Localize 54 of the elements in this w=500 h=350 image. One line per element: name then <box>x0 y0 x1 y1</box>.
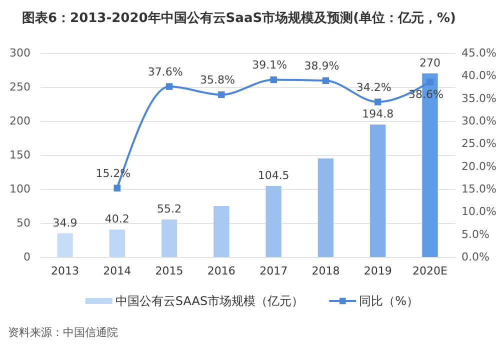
bar <box>161 219 178 257</box>
y2-tick-label: 15.0% <box>462 182 496 196</box>
data-label: 38.9% <box>304 60 340 73</box>
x-tick-label: 2015 <box>155 264 184 278</box>
y-tick-label: 200 <box>10 114 30 128</box>
x-tick-label: 2014 <box>103 264 132 278</box>
data-label: 38.6% <box>408 88 444 102</box>
legend-label: 中国公有云SAAS市场规模（亿元） <box>115 294 304 308</box>
bar <box>370 124 386 257</box>
y-tick-label: 100 <box>10 182 30 196</box>
chart-title: 图表6：2013-2020年中国公有云SaaS市场规模及预测(单位：亿元，%) <box>22 10 456 26</box>
y2-tick-label: 20.0% <box>462 160 496 173</box>
x-tick-label: 2016 <box>207 264 236 278</box>
point <box>374 98 382 106</box>
legend-label: 同比（%） <box>359 294 419 308</box>
bar <box>318 158 334 257</box>
y2-tick-label: 45.0% <box>462 46 496 60</box>
point <box>114 184 121 192</box>
data-label: 37.6% <box>148 66 183 79</box>
data-label: 104.5 <box>258 168 290 182</box>
x-tick-label: 2020E <box>412 264 448 278</box>
y-tick-label: 150 <box>10 148 30 162</box>
point <box>322 77 330 84</box>
text: 资料来源：中国信通院 <box>8 326 118 339</box>
y2-tick-label: 5.0% <box>462 228 490 241</box>
y2-tick-label: 30.0% <box>462 114 496 128</box>
data-label: 270 <box>419 56 440 70</box>
y2-tick-label: 10.0% <box>462 205 496 218</box>
y-tick-label: 300 <box>10 46 30 60</box>
data-label: 194.8 <box>362 108 394 121</box>
x-tick-label: 2019 <box>364 264 392 278</box>
y-tick-label: 0 <box>24 250 30 264</box>
y-tick-label: 50 <box>16 216 30 230</box>
y2-tick-label: 40.0% <box>462 69 496 82</box>
bar <box>109 230 125 257</box>
x-tick-label: 2018 <box>312 264 340 278</box>
point <box>166 83 173 90</box>
x-tick-label: 2013 <box>51 264 80 278</box>
bar <box>57 233 73 257</box>
data-label: 35.8% <box>200 74 235 87</box>
point <box>218 91 225 98</box>
data-label: 55.2 <box>157 202 182 216</box>
data-label: 39.1% <box>252 58 288 72</box>
bar <box>266 186 282 257</box>
data-label: 40.2 <box>104 212 130 226</box>
x-tick-label: 2017 <box>260 264 288 278</box>
data-label: 34.9 <box>52 216 78 230</box>
bar <box>214 206 230 257</box>
y2-tick-label: 25.0% <box>462 137 496 150</box>
point <box>270 76 277 84</box>
y2-tick-label: 0.0% <box>462 250 490 264</box>
data-label: 34.2% <box>356 80 392 94</box>
y2-tick-label: 35.0% <box>462 92 496 105</box>
y-tick-label: 250 <box>10 80 30 94</box>
